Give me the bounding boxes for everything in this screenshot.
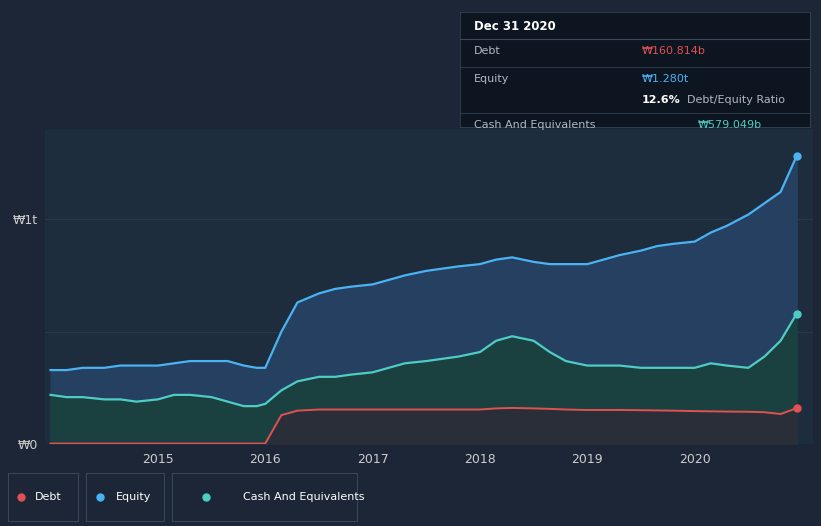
Text: ₩1.280t: ₩1.280t: [642, 74, 689, 84]
Text: Cash And Equivalents: Cash And Equivalents: [243, 492, 364, 502]
Text: Debt/Equity Ratio: Debt/Equity Ratio: [687, 95, 785, 105]
Text: Equity: Equity: [474, 74, 509, 84]
Text: Debt: Debt: [34, 492, 62, 502]
Text: Equity: Equity: [116, 492, 151, 502]
Text: ₩160.814b: ₩160.814b: [642, 46, 705, 56]
Text: Cash And Equivalents: Cash And Equivalents: [474, 120, 595, 130]
Text: Dec 31 2020: Dec 31 2020: [474, 19, 556, 33]
Text: 12.6%: 12.6%: [642, 95, 681, 105]
Text: Debt: Debt: [474, 46, 501, 56]
Text: ₩579.049b: ₩579.049b: [698, 120, 762, 130]
